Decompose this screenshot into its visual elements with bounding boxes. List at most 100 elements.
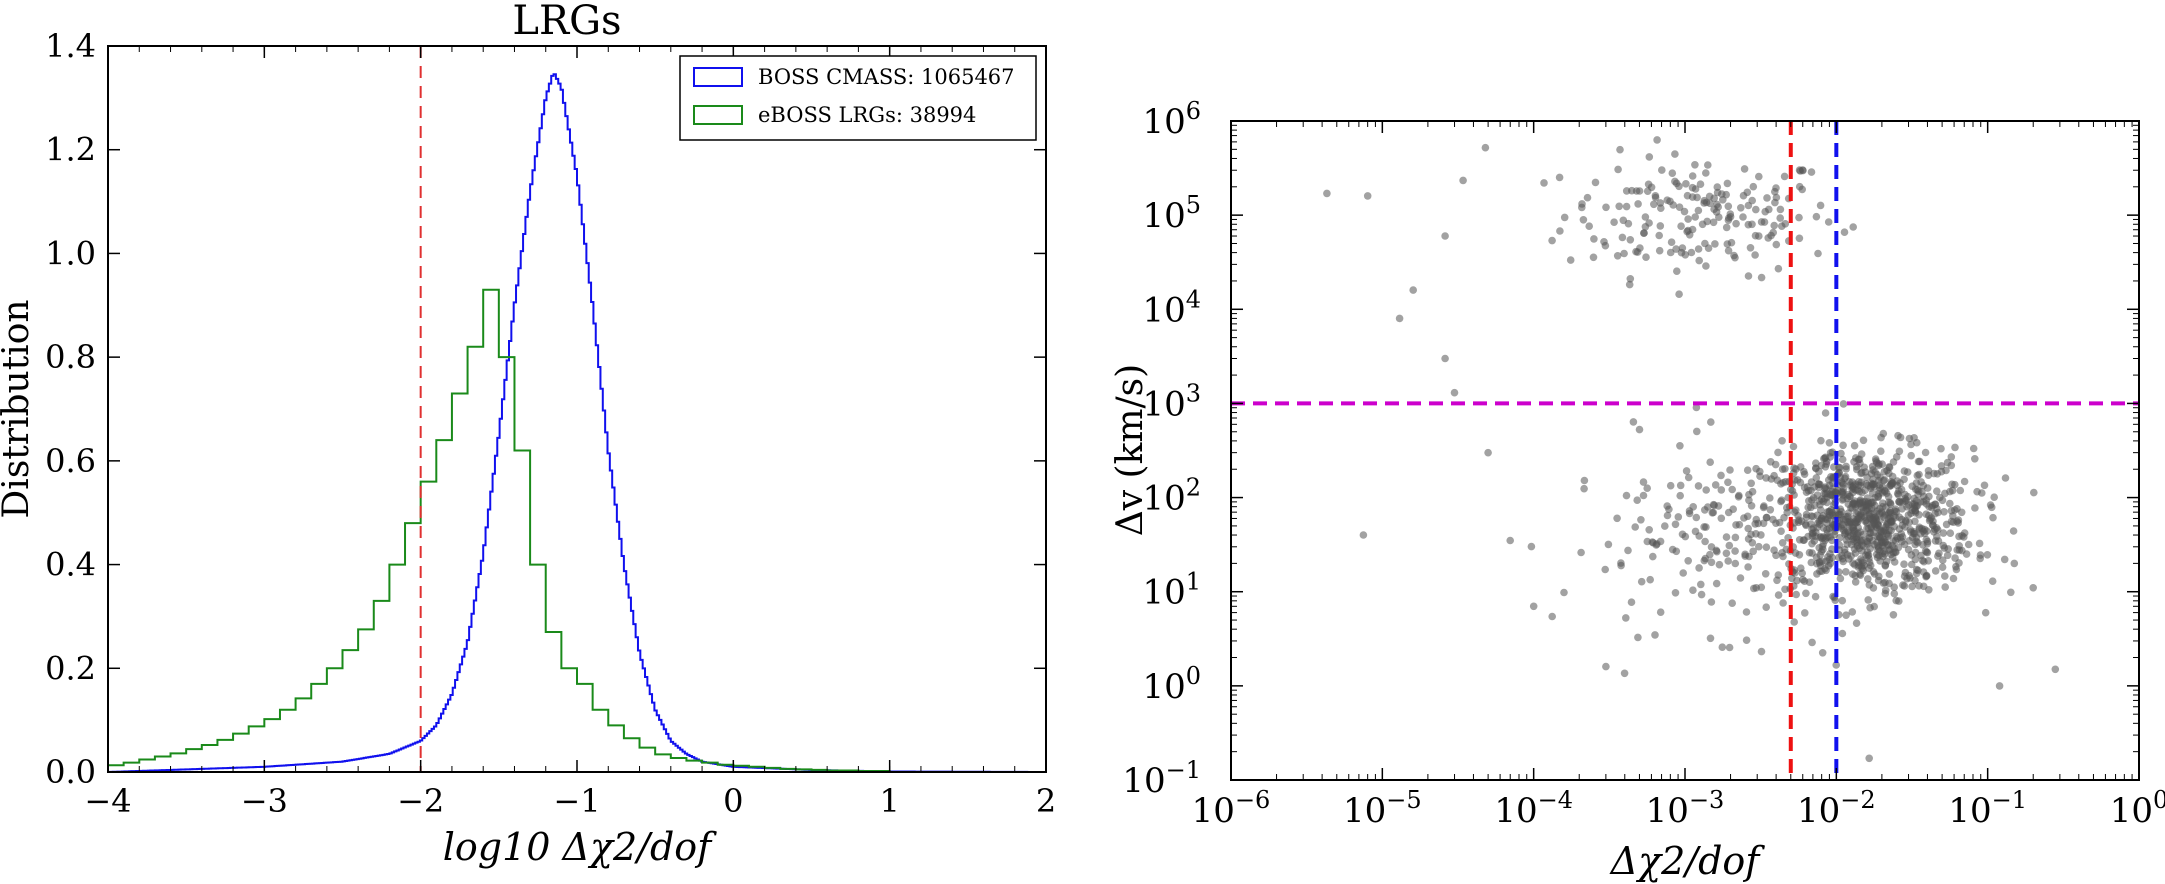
- scatter-point: [1878, 499, 1887, 508]
- scatter-point: [1981, 608, 1990, 617]
- scatter-point: [1651, 193, 1660, 202]
- scatter-point: [1748, 196, 1756, 205]
- scatter-point: [1987, 503, 1996, 512]
- scatter-point: [1742, 636, 1751, 644]
- scatter-point: [1746, 244, 1755, 252]
- scatter-point: [1740, 165, 1749, 173]
- scatter-point: [1556, 227, 1564, 235]
- scatter-point: [1728, 599, 1736, 607]
- scatter-point: [1726, 213, 1735, 221]
- scatter-point: [1884, 492, 1893, 501]
- scatter-point: [1922, 496, 1931, 505]
- scatter-point: [1655, 231, 1663, 240]
- histogram-plot-area: [108, 46, 1046, 772]
- scatter-point: [1795, 234, 1804, 243]
- scatter-point: [1879, 542, 1887, 551]
- scatter-point: [1651, 631, 1659, 639]
- scatter-point: [1684, 215, 1692, 223]
- scatter-point: [1774, 448, 1782, 457]
- scatter-point: [1680, 207, 1689, 216]
- scatter-point: [1757, 273, 1766, 282]
- scatter-point: [1648, 538, 1657, 546]
- scatter-point: [1759, 519, 1768, 528]
- scatter-point: [1637, 516, 1645, 524]
- scatter-point: [1692, 403, 1701, 412]
- scatter-point: [1762, 513, 1771, 522]
- y-tick-label: 104: [1142, 285, 1201, 330]
- scatter-point: [1731, 533, 1740, 542]
- scatter-point: [1900, 560, 1908, 568]
- scatter-point: [1780, 513, 1788, 522]
- scatter-point: [1946, 499, 1954, 508]
- scatter-point: [1766, 494, 1774, 502]
- scatter-point: [1933, 487, 1941, 496]
- scatter-point: [1866, 529, 1874, 537]
- scatter-point: [1885, 546, 1893, 555]
- scatter-point: [1755, 172, 1763, 181]
- scatter-point: [1578, 200, 1586, 208]
- scatter-point: [1951, 443, 1959, 452]
- y-tick-label: 10−1: [1122, 756, 1201, 801]
- scatter-point: [1840, 228, 1849, 236]
- y-tick-label: 1.4: [45, 27, 96, 65]
- scatter-point: [1622, 202, 1631, 211]
- scatter-point: [1851, 572, 1859, 580]
- scatter-point: [1760, 502, 1768, 510]
- scatter-point: [1935, 549, 1943, 558]
- y-tick-label: 0.6: [45, 442, 96, 480]
- scatter-point: [1931, 567, 1940, 575]
- scatter-point: [1808, 539, 1816, 548]
- x-tick-label: 10−2: [1797, 786, 1876, 831]
- scatter-point: [1865, 554, 1873, 563]
- scatter-point: [1722, 223, 1731, 232]
- scatter-point: [1867, 469, 1876, 478]
- scatter-point: [1828, 545, 1836, 553]
- scatter-point: [1946, 529, 1955, 537]
- scatter-point: [1817, 506, 1825, 514]
- legend-swatch-boss-cmass: [693, 67, 743, 87]
- scatter-point: [1937, 444, 1945, 453]
- scatter-point: [1865, 510, 1873, 519]
- scatter-point: [1591, 178, 1600, 187]
- scatter-point: [1907, 440, 1915, 449]
- scatter-point: [1682, 467, 1691, 475]
- scatter-point: [1656, 608, 1665, 616]
- scatter-point: [1697, 580, 1705, 589]
- scatter-point: [1942, 520, 1951, 529]
- scatter-point: [1792, 590, 1800, 599]
- scatter-point: [1939, 541, 1948, 550]
- scatter-point: [1529, 602, 1538, 611]
- scatter-point: [1604, 540, 1613, 549]
- scatter-point: [1960, 533, 1968, 541]
- scatter-point: [1749, 182, 1758, 191]
- y-tick-label: 1.2: [45, 131, 96, 169]
- scatter-point: [1936, 493, 1944, 502]
- scatter-point: [1610, 218, 1618, 226]
- scatter-point: [1359, 531, 1368, 539]
- scatter-point: [1800, 536, 1808, 544]
- scatter-point: [1923, 537, 1932, 546]
- scatter-point: [1835, 553, 1843, 562]
- scatter-point: [1668, 169, 1677, 177]
- scatter-point: [1890, 589, 1899, 598]
- scatter-point: [1762, 543, 1771, 551]
- scatter-point: [1752, 205, 1760, 214]
- scatter-point: [1777, 496, 1786, 505]
- scatter-point: [1459, 176, 1467, 185]
- y-tick-label: 0.0: [45, 753, 96, 791]
- scatter-point: [1691, 527, 1700, 536]
- scatter-point: [1614, 165, 1622, 174]
- scatter-point: [1739, 213, 1747, 221]
- scatter-point: [1678, 244, 1687, 252]
- scatter-point: [1817, 436, 1825, 445]
- scatter-point: [1919, 582, 1928, 591]
- scatter-point: [1875, 551, 1883, 560]
- scatter-point: [1724, 508, 1733, 517]
- scatter-point: [1889, 611, 1898, 619]
- histogram-legend: BOSS CMASS: 1065467 eBOSS LRGs: 38994: [679, 55, 1037, 141]
- scatter-point: [1858, 468, 1866, 477]
- scatter-point: [1765, 205, 1773, 214]
- scatter-point: [1921, 547, 1930, 555]
- scatter-point: [1779, 599, 1787, 607]
- scatter-point: [1752, 515, 1761, 524]
